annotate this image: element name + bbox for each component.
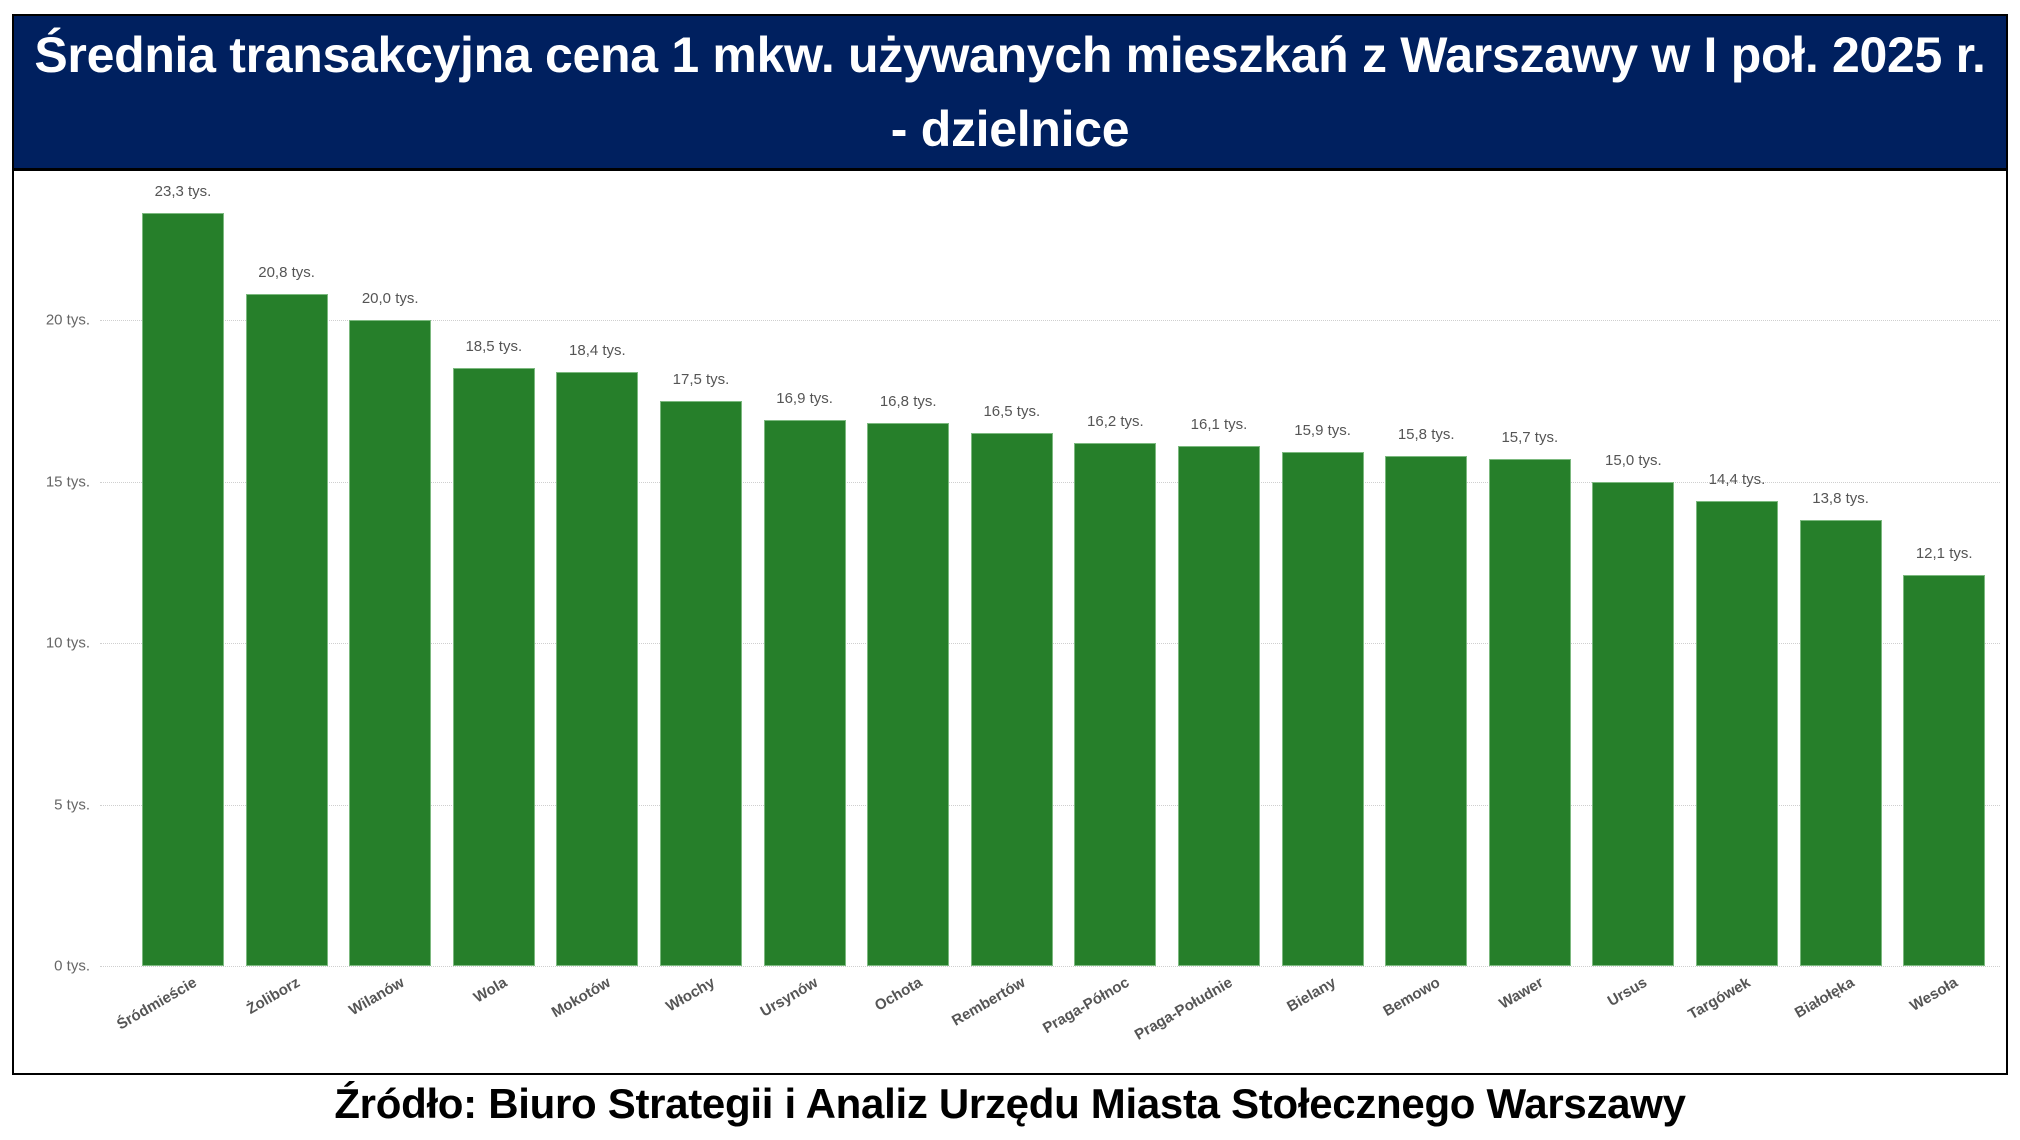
x-category-label: Wesoła [1906,974,1961,1015]
data-label: 16,1 tys. [1190,415,1248,433]
bar[interactable] [763,420,846,966]
data-label: 15,9 tys. [1294,422,1351,440]
chart-title: Średnia transakcyjna cena 1 mkw. używany… [34,27,1986,157]
bar[interactable] [1488,458,1571,966]
bar[interactable] [1281,452,1364,966]
bar[interactable] [556,371,639,966]
bar[interactable] [1799,520,1882,966]
x-category-label: Targówek [1685,974,1754,1024]
x-category-label: Bielany [1284,974,1340,1016]
bar[interactable] [970,433,1053,966]
bar[interactable] [142,213,224,966]
data-label: 16,5 tys. [983,403,1041,421]
bar[interactable] [1903,575,1986,966]
y-tick-label: 5 tys. [54,796,90,813]
bar[interactable] [1178,445,1260,966]
data-label: 15,8 tys. [1397,425,1455,443]
x-category-label: Ursynów [757,974,822,1021]
data-label: 15,0 tys. [1605,451,1662,469]
bar[interactable] [867,423,950,966]
title-banner: Średnia transakcyjna cena 1 mkw. używany… [14,16,2006,171]
data-label: 14,4 tys. [1708,470,1766,488]
x-category-label: Wola [471,974,511,1007]
gridline [100,320,2000,321]
x-category-label: Rembertów [949,974,1029,1030]
source-note: Źródło: Biuro Strategii i Analiz Urzędu … [334,1080,1686,1127]
x-category-label: Śródmieście [113,974,200,1034]
data-label: 15,7 tys. [1501,428,1559,446]
bar[interactable] [349,320,432,966]
data-label: 16,8 tys. [879,393,937,411]
x-category-label: Praga-Północ [1039,974,1132,1038]
x-category-label: Praga-Południe [1131,974,1236,1044]
x-category-label: Białołęka [1791,974,1858,1022]
data-label: 16,9 tys. [776,390,833,408]
y-tick-label: 10 tys. [45,634,90,652]
x-category-label: Ochota [871,974,925,1015]
data-label: 16,2 tys. [1087,412,1144,430]
x-category-label: Ursus [1604,974,1650,1010]
bar[interactable] [660,400,742,966]
data-label: 12,1 tys. [1915,545,1973,563]
y-tick-label: 0 tys. [54,957,90,975]
bar[interactable] [1592,481,1675,966]
y-tick-label: 20 tys. [45,311,90,329]
plot-area: 0 tys. 5 tys. 10 tys. 15 tys. 20 tys. 23,3 t… [14,171,2006,1073]
bar[interactable] [452,368,535,966]
data-label: 20,0 tys. [361,290,419,307]
data-label: 13,8 tys. [1812,490,1869,508]
bar[interactable] [245,294,328,966]
bar[interactable] [1696,500,1778,966]
data-label: 18,4 tys. [569,341,626,359]
x-category-label: Wilanów [345,974,407,1020]
x-category-label: Włochy [662,974,718,1016]
y-tick-label: 15 tys. [45,473,90,490]
data-label: 17,5 tys. [672,370,730,388]
bar[interactable] [1074,442,1157,966]
data-label: 23,3 tys. [154,183,212,201]
x-category-label: Wawer [1496,974,1547,1013]
x-category-label: Mokotów [549,974,614,1022]
chart-frame: Średnia transakcyjna cena 1 mkw. używany… [12,14,2008,1075]
bar[interactable] [1385,455,1468,966]
data-label: 18,5 tys. [465,338,523,356]
gridline [100,966,2000,967]
x-category-label: Żoliborz [244,974,304,1018]
data-label: 20,8 tys. [258,264,315,282]
x-category-label: Bemowo [1380,974,1443,1020]
